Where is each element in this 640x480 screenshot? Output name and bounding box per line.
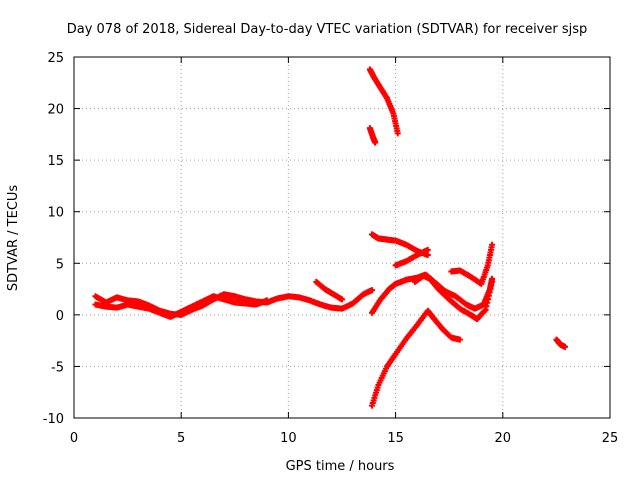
y-tick-label: 5: [56, 257, 64, 272]
data-point: [394, 130, 401, 137]
data-marks: [92, 66, 568, 409]
y-tick-label: 20: [47, 103, 64, 118]
data-point: [339, 296, 345, 303]
data-point: [372, 139, 379, 146]
plot-background: [74, 57, 610, 418]
y-tick-label: 10: [47, 206, 64, 221]
data-series-1: [92, 287, 376, 318]
data-point: [263, 297, 270, 304]
y-tick-label: 0: [56, 309, 64, 324]
data-point: [561, 343, 568, 350]
data-series-10: [448, 241, 496, 287]
x-tick-label: 0: [70, 431, 78, 446]
data-point: [489, 241, 496, 248]
data-series-7: [392, 246, 431, 269]
data-point: [424, 252, 431, 259]
y-tick-label: 25: [47, 51, 64, 66]
x-tick-label: 20: [495, 431, 512, 446]
x-tick-label: 15: [387, 431, 404, 446]
x-tick-label: 5: [177, 431, 185, 446]
y-tick-label: 15: [47, 154, 64, 169]
data-series-9: [411, 272, 496, 322]
x-tick-label: 25: [602, 431, 619, 446]
data-series-3: [313, 278, 345, 303]
chart-title: Day 078 of 2018, Sidereal Day-to-day VTE…: [67, 22, 588, 37]
data-series-2: [92, 293, 270, 320]
data-series-12: [553, 336, 568, 350]
y-tick-label: -10: [43, 412, 64, 427]
data-series-4: [366, 66, 401, 137]
plot-frame: [73, 56, 611, 419]
y-tick-label: -5: [51, 360, 64, 375]
data-series-11: [369, 307, 463, 409]
data-point: [456, 336, 463, 343]
y-axis-label: SDTVAR / TECUs: [6, 185, 21, 292]
data-series-5: [366, 125, 379, 146]
data-point: [369, 287, 376, 294]
axis-ticks: 0 5 10 15 20 25 -10 -5 0 5 10 15 20 25: [43, 51, 619, 446]
data-point: [424, 246, 431, 253]
x-axis-label: GPS time / hours: [286, 459, 395, 474]
data-point: [489, 278, 496, 285]
x-tick-label: 10: [280, 431, 297, 446]
